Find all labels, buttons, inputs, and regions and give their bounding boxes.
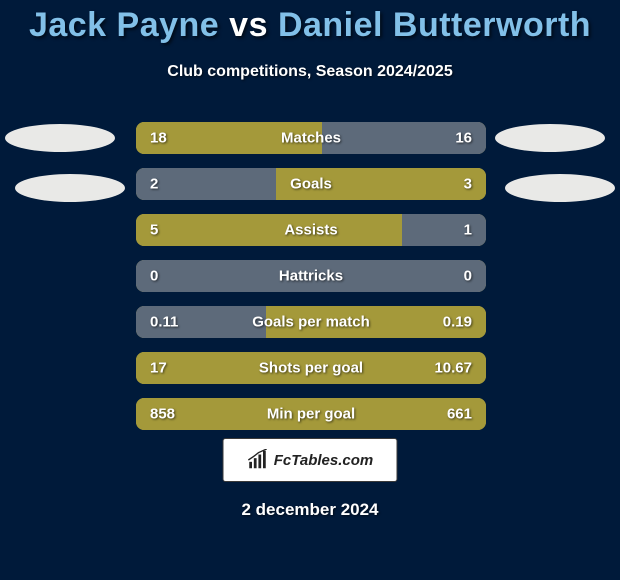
stat-bar-left (136, 214, 402, 246)
stat-row: Goals per match0.110.19 (136, 306, 486, 338)
logo-placeholder (495, 124, 605, 152)
stat-bar-right (322, 122, 487, 154)
subtitle: Club competitions, Season 2024/2025 (0, 63, 620, 81)
brand-chart-icon (247, 449, 269, 471)
stat-bar-right (276, 168, 486, 200)
logo-placeholder (15, 174, 125, 202)
stat-bar-right (311, 260, 486, 292)
title-player1: Jack Payne (29, 6, 219, 44)
logo-placeholder (505, 174, 615, 202)
stat-bar-left (136, 168, 276, 200)
comparison-infographic: Jack Payne vs Daniel Butterworth Club co… (0, 0, 620, 580)
brand-text: FcTables.com (274, 452, 373, 469)
title-player2: Daniel Butterworth (278, 6, 591, 44)
stat-bar-right (311, 352, 486, 384)
stat-row: Matches1816 (136, 122, 486, 154)
page-title: Jack Payne vs Daniel Butterworth (0, 0, 620, 45)
stat-row: Assists51 (136, 214, 486, 246)
stat-bar-right (402, 214, 486, 246)
stat-row: Min per goal858661 (136, 398, 486, 430)
stat-bar-left (136, 122, 322, 154)
stats-chart: Matches1816 Goals23 Assists51 Hattricks00 Go… (136, 122, 486, 444)
stat-row: Shots per goal1710.67 (136, 352, 486, 384)
stat-bar-left (136, 398, 311, 430)
title-vs: vs (229, 6, 268, 44)
stat-bar-left (136, 306, 266, 338)
stat-row: Goals23 (136, 168, 486, 200)
brand-badge: FcTables.com (223, 438, 398, 482)
stat-row: Hattricks00 (136, 260, 486, 292)
stat-bar-right (266, 306, 487, 338)
stat-bar-left (136, 260, 311, 292)
stat-bar-right (311, 398, 486, 430)
generated-date: 2 december 2024 (0, 500, 620, 520)
stat-bar-left (136, 352, 311, 384)
logo-placeholder (5, 124, 115, 152)
